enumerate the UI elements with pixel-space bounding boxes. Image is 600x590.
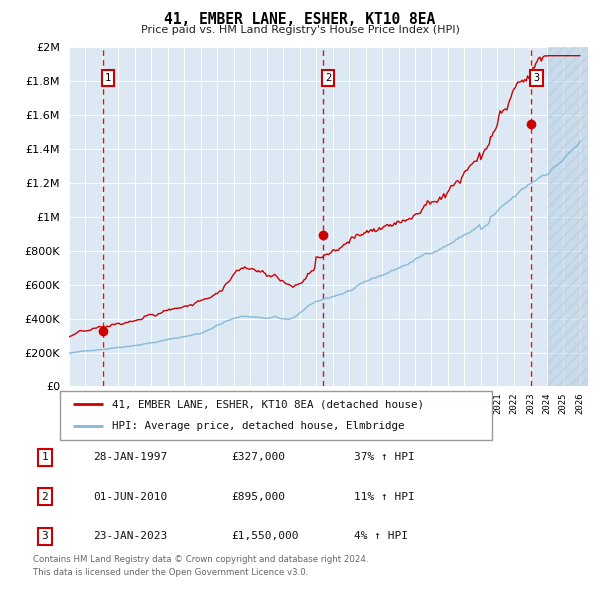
Text: 1: 1 [41, 453, 49, 462]
Text: Price paid vs. HM Land Registry's House Price Index (HPI): Price paid vs. HM Land Registry's House … [140, 25, 460, 35]
FancyBboxPatch shape [60, 391, 492, 440]
Text: 41, EMBER LANE, ESHER, KT10 8EA: 41, EMBER LANE, ESHER, KT10 8EA [164, 12, 436, 27]
Text: Contains HM Land Registry data © Crown copyright and database right 2024.: Contains HM Land Registry data © Crown c… [33, 555, 368, 564]
Text: 28-JAN-1997: 28-JAN-1997 [93, 453, 167, 462]
Text: 11% ↑ HPI: 11% ↑ HPI [354, 492, 415, 502]
Text: This data is licensed under the Open Government Licence v3.0.: This data is licensed under the Open Gov… [33, 568, 308, 577]
Text: £895,000: £895,000 [231, 492, 285, 502]
Text: 23-JAN-2023: 23-JAN-2023 [93, 532, 167, 541]
Text: 01-JUN-2010: 01-JUN-2010 [93, 492, 167, 502]
Text: 3: 3 [41, 532, 49, 541]
Text: HPI: Average price, detached house, Elmbridge: HPI: Average price, detached house, Elmb… [112, 421, 404, 431]
Text: £1,550,000: £1,550,000 [231, 532, 299, 541]
Text: 37% ↑ HPI: 37% ↑ HPI [354, 453, 415, 462]
Text: £327,000: £327,000 [231, 453, 285, 462]
Bar [548, 47, 588, 386]
Text: 41, EMBER LANE, ESHER, KT10 8EA (detached house): 41, EMBER LANE, ESHER, KT10 8EA (detache… [112, 399, 424, 409]
Text: 2: 2 [41, 492, 49, 502]
Text: 2: 2 [325, 73, 331, 83]
Text: 1: 1 [105, 73, 112, 83]
Bar [548, 47, 588, 386]
Text: 4% ↑ HPI: 4% ↑ HPI [354, 532, 408, 541]
Text: 3: 3 [533, 73, 539, 83]
